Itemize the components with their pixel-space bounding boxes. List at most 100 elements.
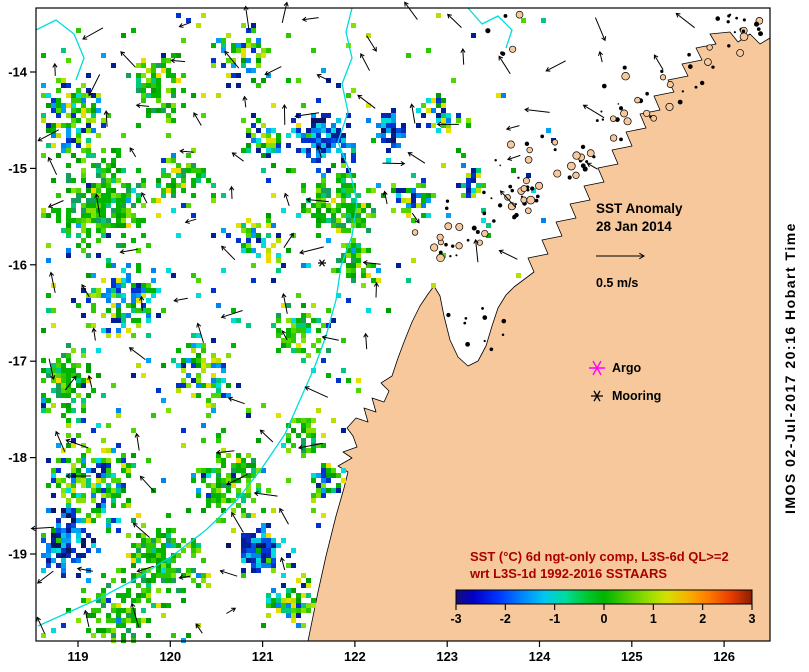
sst-anomaly-pixel — [446, 113, 451, 118]
sst-anomaly-pixel — [66, 223, 71, 228]
sst-anomaly-pixel — [91, 113, 96, 118]
sst-anomaly-pixel — [261, 123, 266, 128]
sst-anomaly-pixel — [201, 558, 206, 563]
sst-anomaly-pixel — [86, 218, 91, 223]
sst-anomaly-pixel — [101, 478, 106, 483]
sst-anomaly-pixel — [311, 438, 316, 443]
sst-anomaly-pixel — [276, 148, 281, 153]
sst-anomaly-pixel — [111, 383, 116, 388]
sst-anomaly-pixel — [316, 223, 321, 228]
sst-anomaly-pixel — [286, 553, 291, 558]
current-vector-arrow — [83, 609, 90, 628]
sst-anomaly-pixel — [311, 603, 316, 608]
sst-anomaly-pixel — [336, 188, 341, 193]
sst-anomaly-pixel — [456, 148, 461, 153]
sst-anomaly-pixel — [321, 513, 326, 518]
sst-anomaly-pixel — [156, 178, 161, 183]
sst-anomaly-pixel — [51, 403, 56, 408]
sst-anomaly-pixel — [41, 538, 46, 543]
current-vector-arrow — [37, 129, 59, 142]
sst-anomaly-pixel — [81, 553, 86, 558]
sst-anomaly-pixel — [426, 123, 431, 128]
sst-anomaly-pixel — [81, 228, 86, 233]
sst-anomaly-pixel — [276, 253, 281, 258]
sst-anomaly-pixel — [76, 158, 81, 163]
sst-anomaly-pixel — [106, 258, 111, 263]
sst-anomaly-pixel — [56, 218, 61, 223]
sst-anomaly-pixel — [111, 488, 116, 493]
sst-anomaly-pixel — [81, 498, 86, 503]
mooring-marker — [318, 259, 326, 267]
sst-anomaly-pixel — [226, 58, 231, 63]
sst-anomaly-pixel — [171, 358, 176, 363]
sst-anomaly-pixel — [416, 108, 421, 113]
sst-anomaly-pixel — [381, 113, 386, 118]
sst-anomaly-pixel — [131, 308, 136, 313]
sst-anomaly-pixel — [126, 223, 131, 228]
sst-anomaly-pixel — [266, 563, 271, 568]
sst-anomaly-pixel — [486, 233, 491, 238]
sst-anomaly-pixel — [261, 553, 266, 558]
island — [481, 307, 484, 310]
sst-anomaly-pixel — [71, 198, 76, 203]
sst-anomaly-pixel — [76, 188, 81, 193]
island — [526, 188, 530, 192]
sst-anomaly-pixel — [236, 453, 241, 458]
sst-anomaly-pixel — [56, 443, 61, 448]
sst-anomaly-pixel — [521, 18, 526, 23]
legend-mooring-label: Mooring — [612, 389, 661, 403]
sst-anomaly-pixel — [71, 398, 76, 403]
sst-anomaly-pixel — [256, 128, 261, 133]
sst-anomaly-pixel — [116, 308, 121, 313]
sst-anomaly-pixel — [56, 543, 61, 548]
island — [444, 242, 448, 247]
sst-anomaly-pixel — [221, 483, 226, 488]
sst-anomaly-pixel — [326, 348, 331, 353]
sst-anomaly-pixel — [156, 558, 161, 563]
sst-anomaly-pixel — [321, 433, 326, 438]
sst-anomaly-pixel — [351, 278, 356, 283]
sst-anomaly-pixel — [186, 163, 191, 168]
sst-anomaly-pixel — [156, 588, 161, 593]
sst-anomaly-pixel — [206, 178, 211, 183]
sst-anomaly-pixel — [271, 243, 276, 248]
sst-anomaly-pixel — [101, 118, 106, 123]
sst-anomaly-pixel — [251, 463, 256, 468]
sst-anomaly-pixel — [56, 373, 61, 378]
sst-anomaly-pixel — [366, 308, 371, 313]
sst-anomaly-pixel — [451, 78, 456, 83]
island — [464, 316, 468, 320]
sst-anomaly-pixel — [161, 173, 166, 178]
sst-anomaly-pixel — [101, 633, 106, 638]
sst-anomaly-pixel — [291, 318, 296, 323]
sst-anomaly-pixel — [76, 128, 81, 133]
sst-anomaly-pixel — [66, 163, 71, 168]
sst-anomaly-pixel — [191, 543, 196, 548]
sst-anomaly-pixel — [116, 283, 121, 288]
island — [580, 163, 586, 169]
sst-anomaly-pixel — [346, 193, 351, 198]
sst-anomaly-pixel — [316, 318, 321, 323]
sst-anomaly-pixel — [121, 623, 126, 628]
sst-anomaly-pixel — [146, 558, 151, 563]
sst-anomaly-pixel — [61, 458, 66, 463]
sst-anomaly-pixel — [76, 93, 81, 98]
sst-anomaly-pixel — [56, 553, 61, 558]
sst-anomaly-pixel — [201, 168, 206, 173]
sst-anomaly-pixel — [81, 108, 86, 113]
sst-anomaly-pixel — [136, 168, 141, 173]
sst-anomaly-pixel — [116, 458, 121, 463]
sst-anomaly-pixel — [46, 308, 51, 313]
sst-anomaly-pixel — [271, 553, 276, 558]
sst-anomaly-pixel — [401, 188, 406, 193]
sst-anomaly-pixel — [106, 423, 111, 428]
sst-anomaly-pixel — [286, 563, 291, 568]
sst-anomaly-pixel — [136, 543, 141, 548]
sst-anomaly-pixel — [206, 483, 211, 488]
current-vector-arrow — [227, 396, 245, 405]
sst-anomaly-pixel — [96, 593, 101, 598]
sst-anomaly-pixel — [121, 243, 126, 248]
sst-anomaly-pixel — [191, 93, 196, 98]
sst-anomaly-pixel — [46, 508, 51, 513]
sst-anomaly-pixel — [76, 493, 81, 498]
